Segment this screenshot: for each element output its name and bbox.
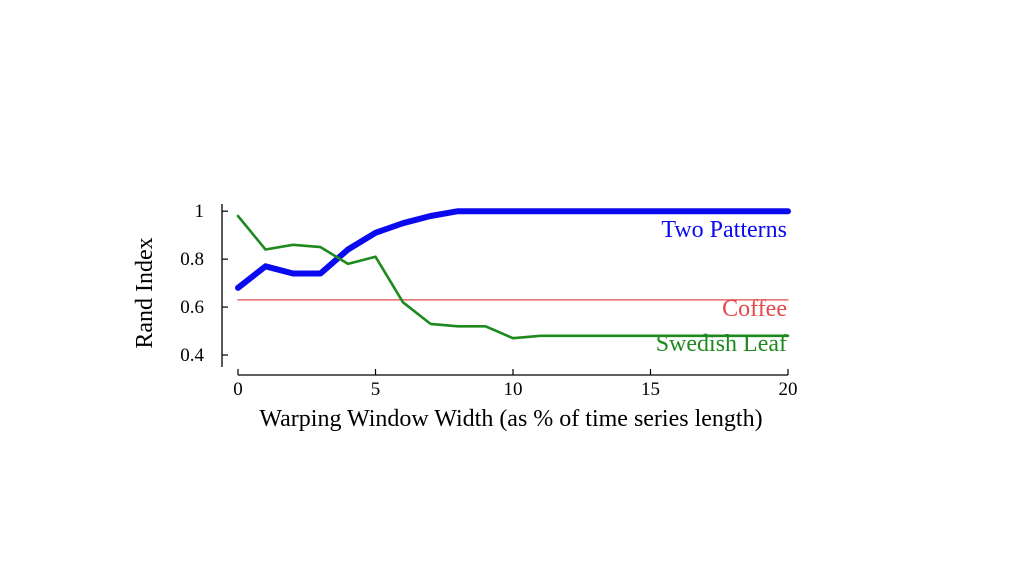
y-tick-label: 0.6 <box>180 297 204 318</box>
x-tick-label: 5 <box>371 379 381 400</box>
y-tick-label: 0.8 <box>180 249 204 270</box>
y-tick-label: 1 <box>195 201 205 222</box>
y-ticks: 0.4 0.6 0.8 1 <box>180 201 228 366</box>
series-label-two-patterns: Two Patterns <box>661 217 787 243</box>
x-tick-label: 0 <box>233 379 243 400</box>
y-axis-title: Rand Index <box>132 237 158 348</box>
series-label-swedish-leaf: Swedish Leaf <box>656 331 787 357</box>
series-label-coffee: Coffee <box>722 296 787 322</box>
x-tick-label: 15 <box>641 379 660 400</box>
x-ticks: 0 5 10 15 20 <box>233 369 798 400</box>
series-line-two-patterns <box>235 208 791 291</box>
series-layer <box>235 208 791 340</box>
y-tick-label: 0.4 <box>180 345 204 366</box>
series-line-swedish-leaf <box>236 214 790 340</box>
x-tick-label: 20 <box>779 379 798 400</box>
x-tick-label: 10 <box>504 379 523 400</box>
x-axis-title: Warping Window Width (as % of time serie… <box>259 406 762 432</box>
